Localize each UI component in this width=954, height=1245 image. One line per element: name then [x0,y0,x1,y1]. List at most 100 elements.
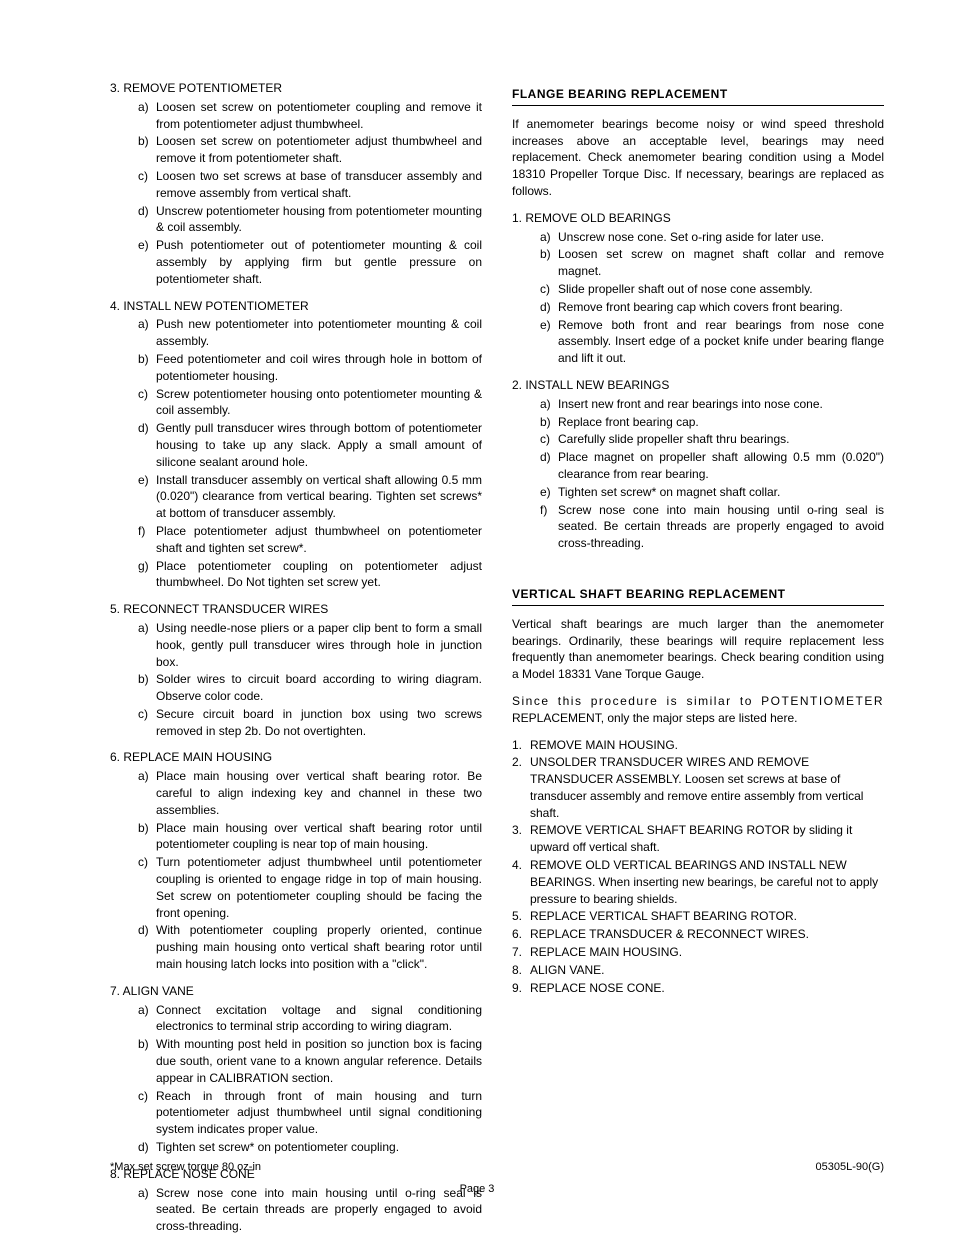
flange-item: 1. REMOVE OLD BEARINGS a)Unscrew nose con… [512,210,884,367]
sub-text: Place potentiometer coupling on potentio… [156,558,482,592]
left-subitem: d)With potentiometer coupling properly o… [138,922,482,972]
vertical-step: 5.REPLACE VERTICAL SHAFT BEARING ROTOR. [512,908,884,925]
sub-letter: c) [138,854,156,921]
flange-subitem: f)Screw nose cone into main housing unti… [540,502,884,552]
left-subitem: d)Gently pull transducer wires through b… [138,420,482,470]
sub-text: Place potentiometer adjust thumbwheel on… [156,523,482,557]
step-text: UNSOLDER TRANSDUCER WIRES AND REMOVE TRA… [530,754,884,821]
sub-letter: f) [138,523,156,557]
vertical-step: 8.ALIGN VANE. [512,962,884,979]
left-column: 3. REMOVE POTENTIOMETERa)Loosen set scre… [110,80,482,1245]
left-item-label: 3. REMOVE POTENTIOMETER [110,80,482,97]
step-text: ALIGN VANE. [530,962,884,979]
sub-letter: b) [138,671,156,705]
sub-text: Loosen set screw on potentiometer coupli… [156,99,482,133]
sub-letter: b) [138,1036,156,1086]
sub-letter: d) [138,922,156,972]
sub-text: Push new potentiometer into potentiomete… [156,316,482,350]
step-number: 5. [512,908,530,925]
sub-text: Unscrew nose cone. Set o-ring aside for … [558,229,884,246]
sub-text: Tighten set screw* on potentiometer coup… [156,1139,482,1156]
sub-letter: b) [138,133,156,167]
vertical-step: 7.REPLACE MAIN HOUSING. [512,944,884,961]
step-number: 8. [512,962,530,979]
left-item: 3. REMOVE POTENTIOMETER a)Loosen set scre… [110,80,482,288]
step-text: REMOVE VERTICAL SHAFT BEARING ROTOR by s… [530,822,884,856]
sub-text: Secure circuit board in junction box usi… [156,706,482,740]
sub-text: Carefully slide propeller shaft thru bea… [558,431,884,448]
left-item-label: 6. REPLACE MAIN HOUSING [110,749,482,766]
flange-subitem: c)Carefully slide propeller shaft thru b… [540,431,884,448]
left-sublist: a)Loosen set screw on potentiometer coup… [110,99,482,288]
sub-letter: e) [540,484,558,501]
sub-text: Remove front bearing cap which covers fr… [558,299,884,316]
sub-letter: b) [138,351,156,385]
sub-letter: b) [138,820,156,854]
left-subitem: b)Solder wires to circuit board accordin… [138,671,482,705]
sub-letter: a) [540,229,558,246]
flange-sublist: a)Unscrew nose cone. Set o-ring aside fo… [512,229,884,367]
sub-text: Place main housing over vertical shaft b… [156,820,482,854]
step-number: 6. [512,926,530,943]
sub-text: Feed potentiometer and coil wires throug… [156,351,482,385]
left-subitem: c)Secure circuit board in junction box u… [138,706,482,740]
left-sublist: a)Place main housing over vertical shaft… [110,768,482,973]
left-subitem: b)Place main housing over vertical shaft… [138,820,482,854]
step-number: 9. [512,980,530,997]
left-item: 6. REPLACE MAIN HOUSING a)Place main hous… [110,749,482,972]
vertical-step: 2.UNSOLDER TRANSDUCER WIRES AND REMOVE T… [512,754,884,821]
left-sublist: a)Push new potentiometer into potentiome… [110,316,482,591]
vertical-step: 9.REPLACE NOSE CONE. [512,980,884,997]
step-text: REPLACE MAIN HOUSING. [530,944,884,961]
step-number: 3. [512,822,530,856]
sub-text: Push potentiometer out of potentiometer … [156,237,482,287]
left-subitem: a)Using needle-nose pliers or a paper cl… [138,620,482,670]
vertical-p2b: POTENTIOMETER [761,694,884,708]
flange-item-label: 1. REMOVE OLD BEARINGS [512,210,884,227]
flange-item-label: 2. INSTALL NEW BEARINGS [512,377,884,394]
left-subitem: a)Loosen set screw on potentiometer coup… [138,99,482,133]
sub-letter: c) [138,168,156,202]
sub-letter: c) [540,281,558,298]
flange-subitem: b)Loosen set screw on magnet shaft colla… [540,246,884,280]
page-number: Page 3 [0,1182,954,1197]
sub-text: Screw nose cone into main housing until … [558,502,884,552]
footnote-text: *Max set screw torque 80 oz-in [110,1160,261,1175]
sub-letter: d) [138,1139,156,1156]
left-subitem: d)Tighten set screw* on potentiometer co… [138,1139,482,1156]
sub-text: With mounting post held in position so j… [156,1036,482,1086]
left-subitem: c)Turn potentiometer adjust thumbwheel u… [138,854,482,921]
sub-letter: a) [540,396,558,413]
sub-text: Connect excitation voltage and signal co… [156,1002,482,1036]
sub-letter: e) [138,237,156,287]
left-item: 4. INSTALL NEW POTENTIOMETERa)Push new p… [110,298,482,592]
sub-text: Gently pull transducer wires through bot… [156,420,482,470]
sub-letter: d) [540,449,558,483]
flange-subitem: e)Tighten set screw* on magnet shaft col… [540,484,884,501]
sub-text: Unscrew potentiometer housing from poten… [156,203,482,237]
vertical-p2c: REPLACEMENT, only the major steps are li… [512,711,797,725]
step-text: REPLACE NOSE CONE. [530,980,884,997]
step-text: REMOVE MAIN HOUSING. [530,737,884,754]
flange-sublist: a)Insert new front and rear bearings int… [512,396,884,552]
flange-intro: If anemometer bearings become noisy or w… [512,116,884,200]
left-subitem: c)Screw potentiometer housing onto poten… [138,386,482,420]
left-item: 5. RECONNECT TRANSDUCER WIRESa)Using nee… [110,601,482,739]
two-column-layout: 3. REMOVE POTENTIOMETERa)Loosen set scre… [110,80,884,1245]
vertical-section-title: VERTICAL SHAFT BEARING REPLACEMENT [512,586,884,606]
left-item-label: 7. ALIGN VANE [110,983,482,1000]
flange-subitem: e)Remove both front and rear bearings fr… [540,317,884,367]
sub-text: Turn potentiometer adjust thumbwheel unt… [156,854,482,921]
sub-letter: b) [540,414,558,431]
sub-text: Solder wires to circuit board according … [156,671,482,705]
sub-text: Place magnet on propeller shaft allowing… [558,449,884,483]
sub-letter: e) [138,472,156,522]
step-number: 7. [512,944,530,961]
sub-letter: c) [540,431,558,448]
left-subitem: d)Unscrew potentiometer housing from pot… [138,203,482,237]
left-subitem: b)Feed potentiometer and coil wires thro… [138,351,482,385]
left-subitem: a)Push new potentiometer into potentiome… [138,316,482,350]
sub-text: Reach in through front of main housing a… [156,1088,482,1138]
sub-letter: a) [138,316,156,350]
left-subitem: b)With mounting post held in position so… [138,1036,482,1086]
